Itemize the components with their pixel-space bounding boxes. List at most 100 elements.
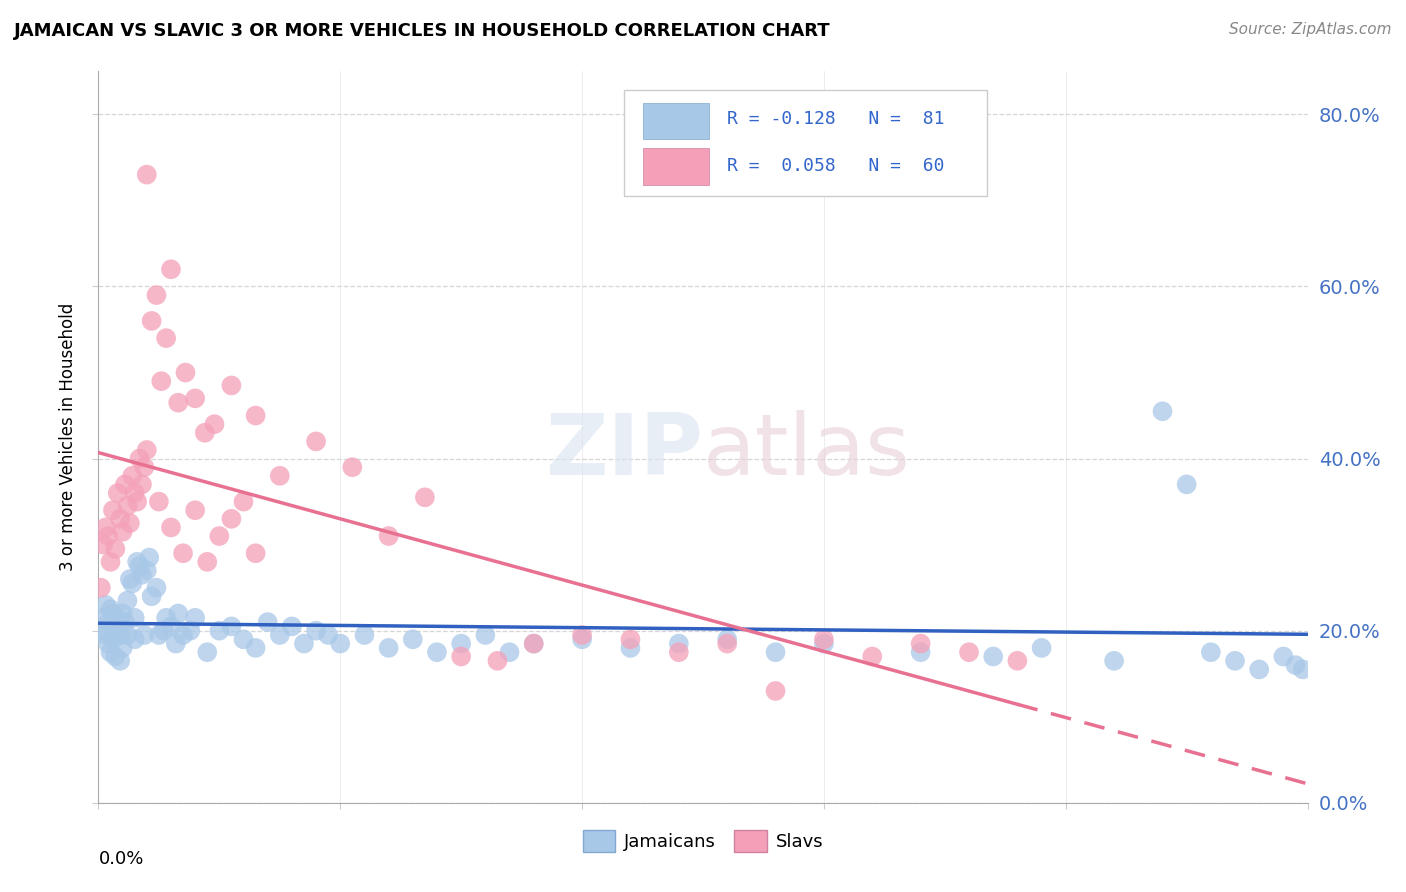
Y-axis label: 3 or more Vehicles in Household: 3 or more Vehicles in Household [59,303,77,571]
Point [1272,649,1295,664]
Point [1223,654,1246,668]
Point [221,378,243,392]
Point [155,611,177,625]
Point [97,615,120,629]
Text: R = -0.128   N =  81: R = -0.128 N = 81 [727,110,945,128]
Point [208,529,231,543]
Point [101,632,124,647]
Point [353,628,375,642]
Point [107,486,129,500]
FancyBboxPatch shape [624,90,987,195]
Point [131,567,153,582]
Point [94,598,117,612]
Point [342,460,364,475]
Point [160,520,183,534]
Point [114,477,136,491]
Point [127,494,149,508]
Point [813,632,835,647]
Point [124,611,146,625]
Point [450,649,472,664]
Point [571,632,593,647]
Point [245,640,267,655]
Point [184,611,207,625]
Point [765,645,787,659]
Point [619,632,641,647]
Point [121,468,143,483]
Point [184,503,207,517]
Point [1284,658,1306,673]
Point [716,632,738,647]
Point [108,628,131,642]
Point [208,624,231,638]
Point [486,654,509,668]
Point [117,628,139,642]
Point [194,425,217,440]
Point [981,649,1004,664]
Point [108,512,131,526]
Point [184,392,207,406]
Point [1249,662,1271,676]
Point [91,538,114,552]
Point [377,640,399,655]
Point [114,615,136,629]
Point [172,628,194,642]
Point [269,468,291,483]
Point [145,581,167,595]
Point [127,555,149,569]
Point [813,637,835,651]
Point [179,624,201,638]
Point [413,491,436,505]
Point [232,632,254,647]
Point [450,637,472,651]
Point [245,546,267,560]
Point [128,451,150,466]
Point [90,581,112,595]
Point [292,637,315,651]
Point [117,499,139,513]
Point [135,168,157,182]
Point [134,628,156,642]
Point [94,520,117,534]
Point [152,624,174,638]
Point [108,654,131,668]
Point [101,607,124,621]
Text: ZIP: ZIP [546,410,703,493]
Point [523,637,546,651]
Point [100,602,122,616]
Point [167,607,190,621]
Point [124,486,146,500]
Text: 0.0%: 0.0% [98,850,143,868]
Point [94,628,117,642]
Point [204,417,226,432]
FancyBboxPatch shape [643,103,709,139]
Point [107,611,129,625]
Point [141,314,163,328]
Point [1031,640,1053,655]
Point [571,628,593,642]
Point [135,442,157,457]
Point [329,637,352,651]
Point [100,555,122,569]
Point [174,366,197,380]
Point [104,619,127,633]
Point [668,637,690,651]
Point [155,331,177,345]
FancyBboxPatch shape [643,148,709,185]
Point [523,637,546,651]
Point [221,619,243,633]
Point [426,645,449,659]
Point [910,637,932,651]
Point [221,512,243,526]
Point [131,477,153,491]
Point [957,645,980,659]
Point [172,546,194,560]
Point [91,611,114,625]
Point [377,529,399,543]
Point [117,593,139,607]
Point [100,645,122,659]
Point [195,555,218,569]
Point [232,494,254,508]
Point [90,624,112,638]
Point [245,409,267,423]
Point [498,645,520,659]
